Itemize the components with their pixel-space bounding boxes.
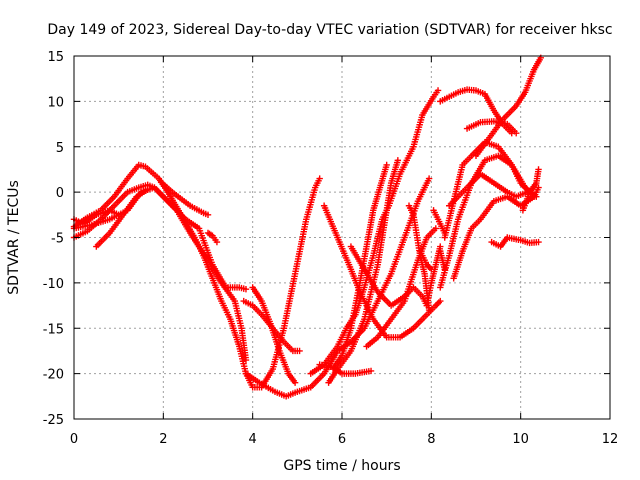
data-point	[383, 161, 390, 169]
series-28	[446, 170, 531, 209]
data-point	[316, 175, 323, 182]
x-tick-label: 8	[427, 432, 435, 447]
series-5	[93, 186, 151, 250]
series-30	[488, 234, 542, 250]
data-point	[434, 300, 441, 308]
data-point	[367, 367, 375, 375]
y-tick-label: -20	[43, 368, 64, 383]
series-13	[329, 161, 390, 373]
x-tick-label: 10	[512, 432, 529, 447]
data-point	[437, 297, 444, 305]
x-tick-label: 0	[70, 432, 78, 447]
x-tick-label: 12	[602, 432, 619, 447]
data-point	[394, 157, 402, 164]
data-point	[291, 379, 299, 386]
data-point	[242, 356, 250, 364]
data-point	[425, 175, 433, 182]
data-point	[513, 129, 520, 137]
y-tick-label: -25	[43, 413, 64, 428]
series-9	[249, 284, 299, 386]
y-axis-label: SDTVAR / TECUs	[6, 180, 22, 295]
y-axis-tick-labels: 15 10 5 0 -5 -10 -15 -20 -25	[43, 50, 64, 428]
data-points	[70, 54, 544, 400]
y-tick-label: -5	[51, 232, 64, 247]
series-6	[157, 178, 212, 219]
series-11	[307, 87, 442, 377]
series-29	[472, 54, 544, 160]
series-4	[70, 207, 122, 228]
data-point	[425, 306, 433, 314]
series-15	[320, 202, 444, 341]
x-tick-label: 6	[338, 432, 346, 447]
x-tick-label: 4	[249, 432, 257, 447]
data-point	[144, 186, 151, 193]
series-1	[70, 181, 250, 364]
series-14	[316, 361, 375, 377]
y-tick-label: 15	[47, 50, 64, 65]
data-point	[242, 286, 250, 293]
data-point	[204, 211, 212, 219]
y-tick-label: 10	[47, 95, 64, 110]
x-axis-tick-labels: 0 2 4 6 8 10 12	[70, 432, 618, 447]
y-tick-label: -10	[43, 277, 64, 292]
series-16	[347, 243, 431, 309]
data-point	[426, 264, 434, 271]
x-tick-label: 2	[159, 432, 167, 447]
data-point	[535, 166, 542, 173]
y-tick-label: -15	[43, 322, 64, 337]
series-22	[437, 86, 515, 137]
data-point	[296, 347, 303, 355]
series-2	[70, 161, 323, 391]
y-tick-label: 5	[56, 141, 64, 156]
data-point	[213, 238, 221, 246]
axis-ticks	[73, 55, 611, 420]
data-point	[535, 184, 542, 191]
series-31	[519, 166, 542, 214]
x-axis-label: GPS time / hours	[283, 458, 400, 474]
chart-title: Day 149 of 2023, Sidereal Day-to-day VTE…	[47, 22, 612, 38]
series-7	[204, 229, 221, 246]
series-3	[70, 184, 250, 293]
series-24	[437, 152, 538, 291]
data-point	[434, 87, 442, 94]
data-point	[535, 238, 542, 246]
data-point	[435, 299, 442, 306]
data-point	[432, 225, 439, 232]
y-tick-label: 0	[56, 186, 64, 201]
